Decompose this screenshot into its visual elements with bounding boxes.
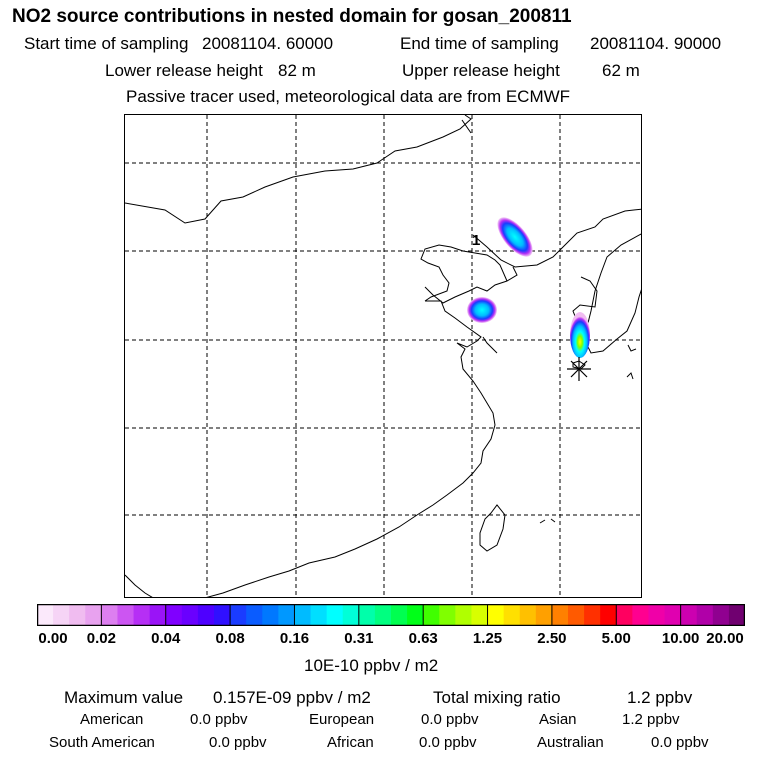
colorbar-swatch	[600, 604, 617, 626]
colorbar-swatch	[471, 604, 489, 626]
graticule	[125, 115, 641, 597]
colorbar-swatch	[326, 604, 344, 626]
upper-release-label: Upper release height	[402, 61, 560, 80]
release-marker-label: 1	[472, 232, 480, 249]
total-mixing-label: Total mixing ratio	[433, 688, 561, 707]
start-time-value: 20081104. 60000	[202, 34, 334, 53]
upper-release-value: 62 m	[602, 61, 640, 80]
colorbar-border	[37, 604, 745, 626]
colorbar-swatch	[149, 604, 167, 626]
colorbar-swatch	[310, 604, 328, 626]
region-value: 1.2 ppbv	[622, 711, 680, 728]
region-name: European	[309, 711, 375, 728]
start-time-label: Start time of sampling	[24, 34, 189, 53]
map-canvas: 1	[125, 115, 641, 597]
colorbar-tick-label: 0.00	[38, 630, 68, 647]
colorbar-swatch	[262, 604, 279, 626]
max-value-label: Maximum value	[64, 688, 184, 707]
colorbar-tick-label: 0.16	[279, 630, 310, 647]
colorbar-swatch	[584, 604, 601, 626]
colorbar-tick-label: 0.31	[344, 630, 374, 647]
colorbar-tick-label: 0.04	[151, 630, 181, 647]
colorbar-swatch	[374, 604, 392, 626]
region-value: 0.0 ppbv	[209, 734, 267, 751]
lower-release-value: 82 m	[278, 61, 316, 80]
colorbar-swatch	[455, 604, 472, 626]
region-name: American	[80, 711, 144, 728]
colorbar-swatch	[69, 604, 86, 626]
map-panel: 1	[124, 114, 642, 598]
colorbar-swatch	[535, 604, 553, 626]
region-value: 0.0 ppbv	[421, 711, 479, 728]
colorbar-swatch	[133, 604, 151, 626]
colorbar-swatch	[391, 604, 408, 626]
colorbar-swatch	[214, 604, 231, 626]
colorbar-tick-label: 0.08	[215, 630, 245, 647]
colorbar-swatch	[616, 604, 633, 626]
colorbar-unit: 10E-10 ppbv / m2	[304, 656, 439, 675]
colorbar-swatch	[696, 604, 714, 626]
colorbar-swatch	[197, 604, 215, 626]
colorbar-tick-label: 0.02	[86, 630, 116, 647]
colorbar	[37, 604, 745, 626]
colorbar-swatch	[53, 604, 70, 626]
plume-korea-coast	[570, 312, 590, 358]
colorbar-swatch	[712, 604, 730, 626]
colorbar-swatch	[101, 604, 118, 626]
coastlines	[125, 115, 641, 597]
max-value: 0.157E-09 ppbv / m2	[213, 688, 371, 707]
colorbar-swatch	[342, 604, 360, 626]
colorbar-tick-label: 5.00	[601, 630, 631, 647]
map-title: NO2 source contributions in nested domai…	[12, 6, 572, 27]
colorbar-swatch	[85, 604, 102, 626]
colorbar-swatch	[358, 604, 376, 626]
tracer-note: Passive tracer used, meteorological data…	[126, 87, 571, 106]
colorbar-swatch	[487, 604, 505, 626]
region-name: South American	[49, 734, 155, 751]
lower-release-label: Lower release height	[105, 61, 263, 80]
colorbar-swatch	[165, 604, 183, 626]
colorbar-swatch	[439, 604, 456, 626]
region-value: 0.0 ppbv	[419, 734, 477, 751]
region-name: Asian	[539, 711, 577, 728]
receptor-star-icon	[567, 357, 591, 381]
colorbar-tick-label: 2.50	[537, 630, 567, 647]
colorbar-swatch	[278, 604, 295, 626]
colorbar-swatch	[503, 604, 521, 626]
colorbar-swatch	[423, 604, 440, 626]
region-name: African	[327, 734, 374, 751]
colorbar-swatch	[680, 604, 698, 626]
plume-shandong	[467, 297, 497, 323]
colorbar-swatch	[632, 604, 649, 626]
colorbar-swatch	[664, 604, 682, 626]
end-time-value: 20081104. 90000	[590, 34, 722, 53]
colorbar-swatch	[728, 604, 745, 626]
colorbar-swatch	[117, 604, 135, 626]
end-time-label: End time of sampling	[400, 34, 559, 53]
colorbar-swatch	[519, 604, 537, 626]
colorbar-tick-label: 10.00	[661, 630, 700, 647]
region-value: 0.0 ppbv	[190, 711, 248, 728]
colorbar-tick-label: 20.00	[706, 630, 744, 647]
colorbar-tick-label: 0.63	[408, 630, 438, 647]
total-mixing-value: 1.2 ppbv	[627, 688, 693, 707]
colorbar-swatch	[230, 604, 247, 626]
region-name: Australian	[537, 734, 604, 751]
colorbar-swatch	[37, 604, 54, 626]
colorbar-swatch	[568, 604, 585, 626]
colorbar-swatch	[294, 604, 312, 626]
colorbar-swatch	[648, 604, 666, 626]
colorbar-swatch	[181, 604, 199, 626]
colorbar-swatch	[407, 604, 424, 626]
colorbar-swatch	[551, 604, 569, 626]
colorbar-swatch	[246, 604, 263, 626]
region-value: 0.0 ppbv	[651, 734, 709, 751]
plume-beijing	[497, 217, 533, 257]
colorbar-tick-label: 1.25	[472, 630, 503, 647]
